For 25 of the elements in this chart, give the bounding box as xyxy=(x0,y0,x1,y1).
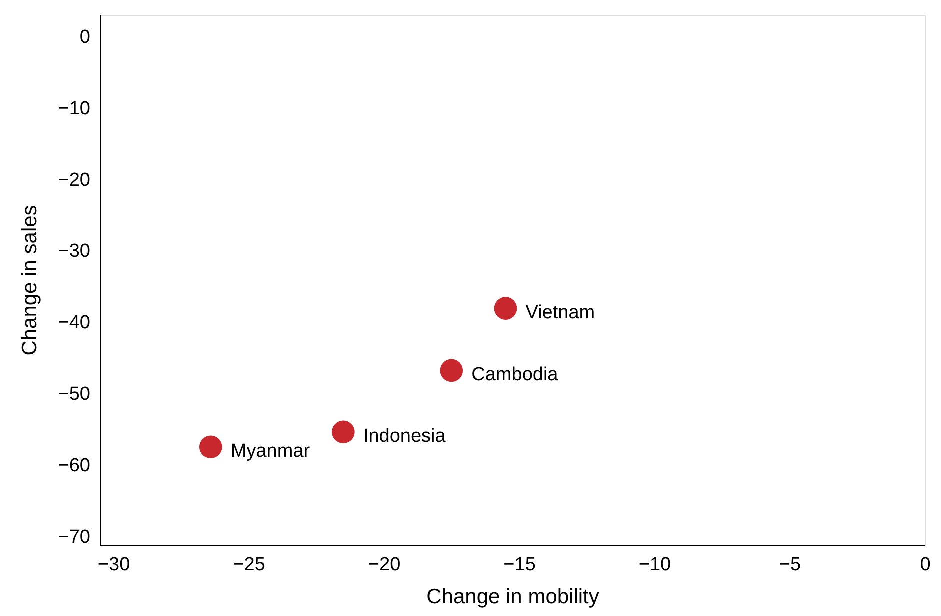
annotation: Cambodia xyxy=(472,364,559,386)
y-tick-label: −40 xyxy=(58,312,90,334)
x-tick-label: −10 xyxy=(638,554,672,576)
x-tick-label: 0 xyxy=(920,554,931,576)
point xyxy=(200,436,222,459)
x-axis-title: Change in mobility xyxy=(426,586,600,608)
y-tick-label: 0 xyxy=(80,26,90,48)
x-tick-label: −25 xyxy=(233,554,266,576)
y-tick-label: −20 xyxy=(58,170,90,191)
x-tick-label: −20 xyxy=(368,554,401,576)
point xyxy=(440,359,464,382)
annotation: Indonesia xyxy=(363,426,446,448)
y-tick-label: −70 xyxy=(58,526,90,548)
annotation: Myanmar xyxy=(230,441,311,462)
y-axis-title: Change in sales xyxy=(18,205,42,356)
point xyxy=(494,297,518,320)
y-tick-label: −10 xyxy=(58,98,90,120)
x-tick-label: −15 xyxy=(504,554,536,576)
x-tick-label: −30 xyxy=(98,554,130,576)
y-tick-label: −60 xyxy=(58,456,90,476)
point xyxy=(332,420,355,444)
x-tick-label: −5 xyxy=(779,554,802,576)
y-tick-label: −50 xyxy=(58,384,90,406)
annotation: Vietnam xyxy=(526,302,596,324)
y-tick-label: −30 xyxy=(58,241,90,262)
